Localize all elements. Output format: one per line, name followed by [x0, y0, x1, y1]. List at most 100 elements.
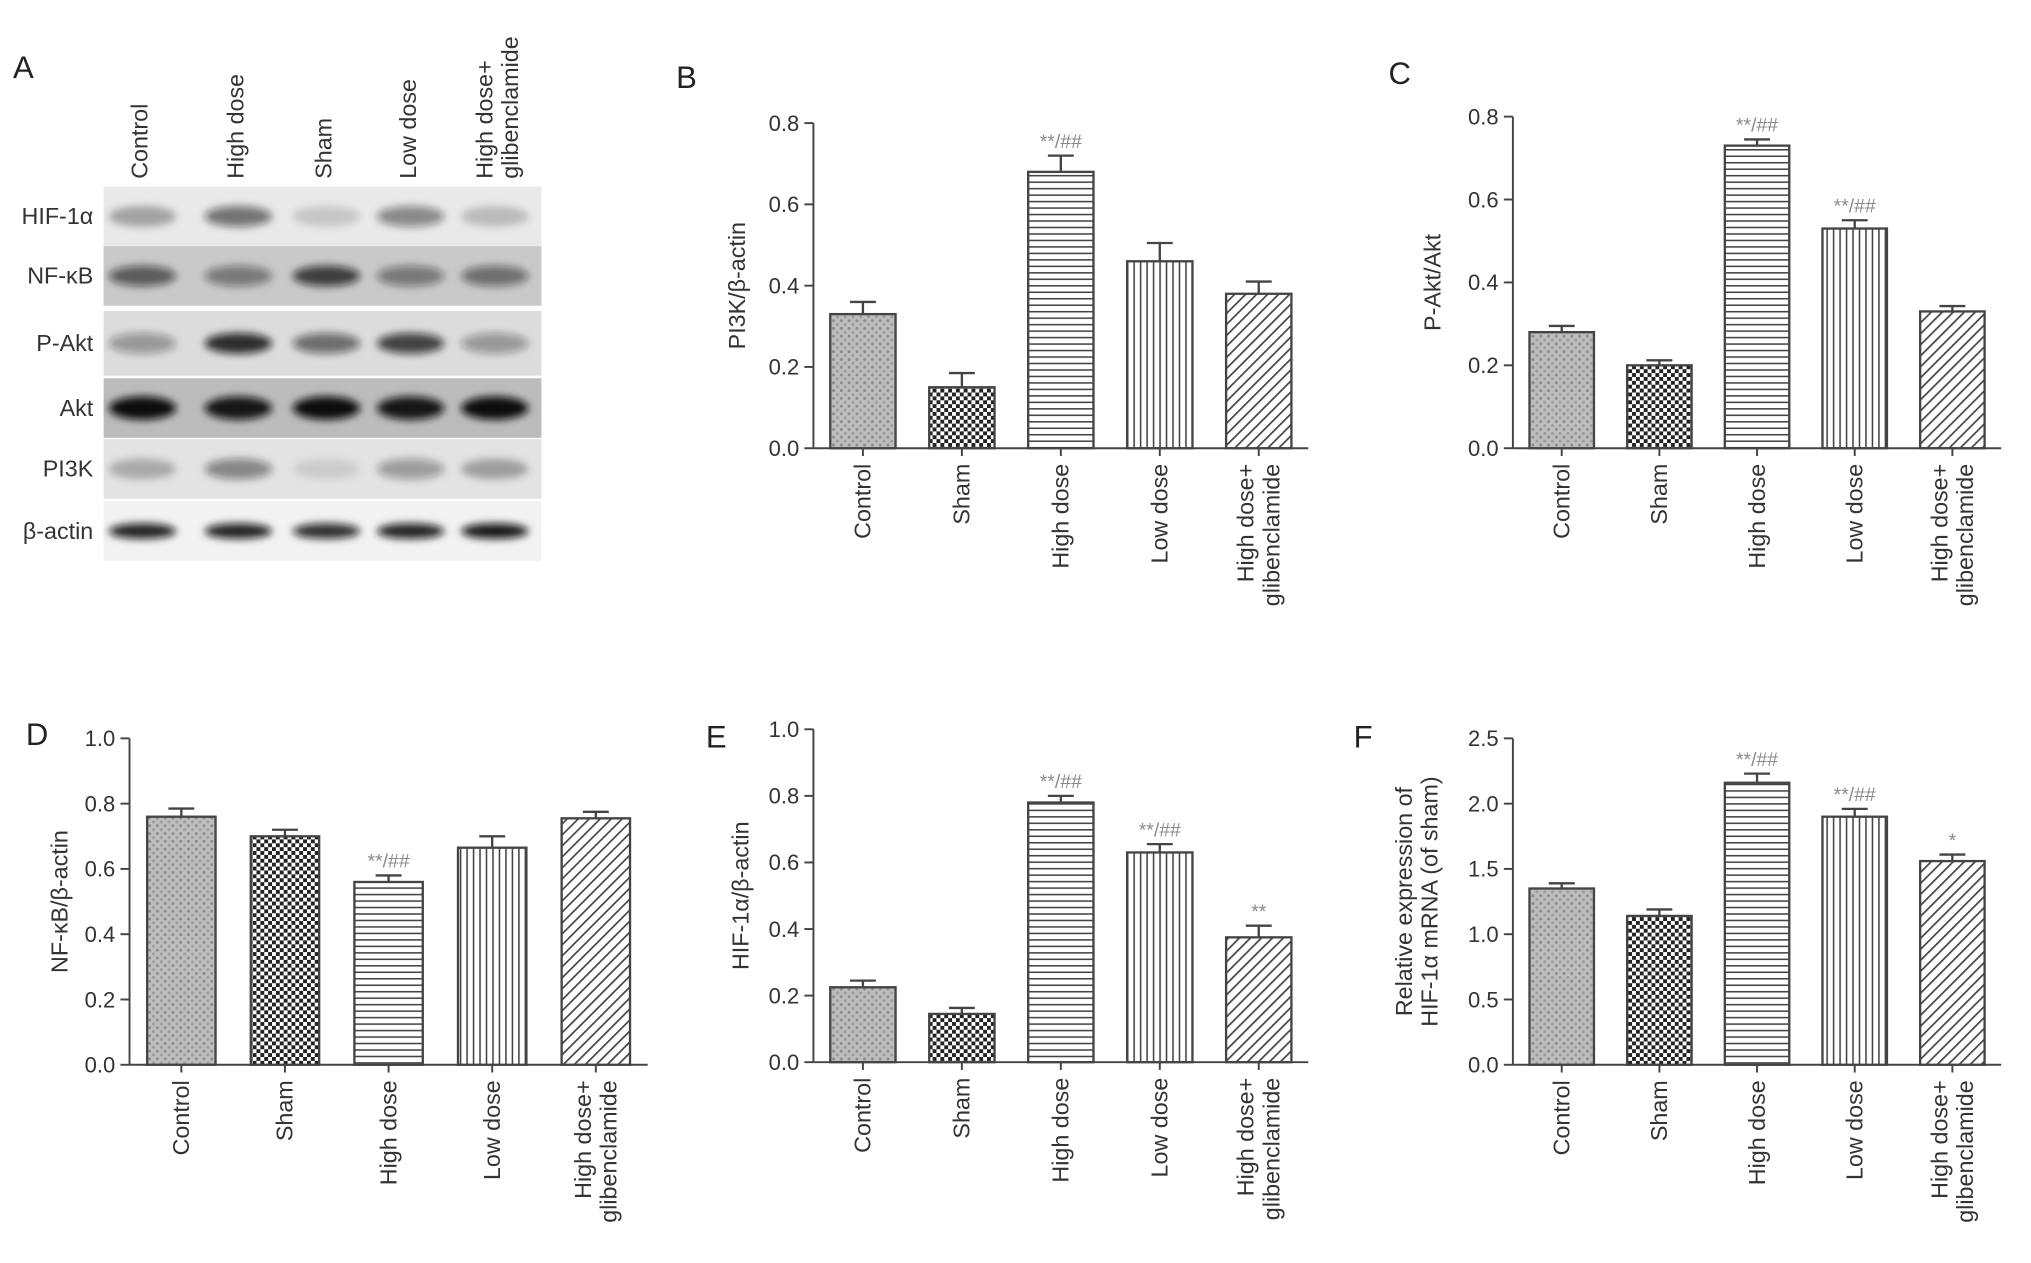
y-tick-label: 0.4	[769, 917, 800, 942]
x-tick-label: High dose	[1048, 1078, 1074, 1183]
y-axis-label: Relative expression ofHIF-1α mRNA (of sh…	[1391, 776, 1443, 1026]
bar	[1027, 801, 1095, 1064]
bar	[1918, 310, 1986, 450]
row-label: Akt	[60, 395, 94, 421]
x-tick-label: Control	[850, 1078, 876, 1153]
significance-label: **/##	[1834, 195, 1876, 217]
x-tick-label: Control	[168, 1080, 194, 1155]
blot-band	[461, 523, 529, 539]
x-tick-label: High dose+glibenclamide	[1233, 464, 1285, 606]
x-tick-label: High dose	[1744, 464, 1770, 569]
x-tick-label: High dose+glibenclamide	[1926, 1080, 1978, 1222]
chart-panel: C P-Akt/Akt 0.0 0.2 0.4 0.6 0.8 Control Sham **/#…	[1389, 56, 2002, 606]
panel-letter: B	[676, 60, 697, 95]
bar	[1821, 815, 1889, 1066]
x-tick-label: Sham	[949, 464, 975, 525]
y-tick-label: 0.2	[85, 987, 116, 1012]
blot-band	[108, 458, 177, 480]
y-tick-label: 2.5	[1468, 726, 1499, 751]
y-tick-label: 0.0	[1468, 436, 1499, 461]
y-tick-label: 1.0	[769, 717, 800, 742]
blot-band	[292, 458, 361, 480]
lane-label: High dose	[223, 74, 249, 179]
y-tick-label: 0.8	[769, 784, 800, 809]
panel-letter: E	[706, 719, 727, 754]
y-tick-label: 0.6	[85, 857, 116, 882]
y-tick-label: 0.4	[769, 273, 800, 298]
y-tick-label: 1.0	[85, 726, 116, 751]
x-tick-label: Sham	[1646, 1080, 1672, 1141]
row-label: P-Akt	[36, 330, 93, 356]
x-tick-label: Sham	[1646, 464, 1672, 525]
blot-band	[292, 396, 361, 420]
significance-label: **/##	[368, 851, 410, 873]
blot-band	[204, 523, 273, 539]
x-tick-label: High dose	[375, 1080, 401, 1185]
x-tick-label: Sham	[949, 1078, 975, 1139]
chart-panel: B PI3K/β-actin 0.0 0.2 0.4 0.6 0.8 Control Sham *…	[676, 60, 1309, 606]
blot-band	[292, 206, 361, 227]
bar	[928, 386, 996, 450]
blot-band	[376, 332, 445, 354]
x-tick-label: Low dose	[1147, 464, 1173, 564]
y-tick-label: 0.6	[769, 850, 800, 875]
row-label: PI3K	[43, 456, 94, 482]
bar	[928, 1012, 996, 1064]
significance-label: **/##	[1040, 771, 1082, 793]
y-axis-label: NF-κB/β-actin	[46, 830, 72, 973]
bar	[456, 846, 528, 1066]
blot-band	[204, 265, 273, 287]
blot-band	[204, 332, 273, 354]
blot-band	[204, 458, 273, 480]
y-tick-label: 0.5	[1468, 987, 1499, 1012]
bar	[145, 815, 217, 1066]
x-tick-label: Low dose	[1841, 1080, 1867, 1180]
y-axis-label: HIF-1α/β-actin	[728, 821, 754, 970]
x-tick-label: High dose	[1048, 464, 1074, 569]
blot-band	[292, 265, 361, 287]
y-tick-label: 0.2	[769, 983, 800, 1008]
x-tick-label: High dose+glibenclamide	[1233, 1078, 1285, 1220]
x-tick-label: Sham	[272, 1080, 298, 1141]
bar	[829, 312, 897, 450]
bar	[1224, 292, 1293, 450]
significance-label: **/##	[1139, 819, 1181, 841]
y-axis-label: P-Akt/Akt	[1419, 233, 1445, 331]
charts: B PI3K/β-actin 0.0 0.2 0.4 0.6 0.8 Control Sham *…	[26, 56, 2002, 1223]
chart-panel: F Relative expression ofHIF-1α mRNA (of s…	[1354, 719, 2002, 1223]
blot-band	[204, 396, 273, 420]
panel-letter: C	[1389, 56, 1411, 91]
y-tick-label: 0.8	[1468, 104, 1499, 129]
blot-band	[461, 206, 529, 227]
blot-band	[108, 523, 177, 539]
y-axis-label: PI3K/β-actin	[724, 222, 750, 349]
blot-band	[108, 332, 177, 354]
y-tick-label: 1.0	[1468, 922, 1499, 947]
blot-band	[376, 523, 445, 539]
bar	[1625, 364, 1693, 450]
x-tick-label: High dose+glibenclamide	[570, 1080, 622, 1222]
significance-label: **	[1251, 901, 1267, 923]
row-label: β-actin	[23, 518, 93, 544]
chart-panel: D NF-κB/β-actin 0.0 0.2 0.4 0.6 0.8 1.0 Control S…	[26, 717, 648, 1223]
bar	[1723, 781, 1791, 1066]
bar	[1125, 851, 1194, 1064]
lane-label: High dose+glibenclamide	[471, 36, 523, 178]
x-tick-label: Control	[850, 464, 876, 539]
y-tick-label: 1.5	[1468, 857, 1499, 882]
blot-band	[461, 265, 529, 287]
y-tick-label: 0.6	[769, 192, 800, 217]
panel-letter: F	[1354, 719, 1373, 754]
y-tick-label: 0.8	[769, 111, 800, 136]
x-tick-label: Control	[1548, 1080, 1574, 1155]
bar	[829, 986, 897, 1064]
significance-label: **/##	[1736, 749, 1778, 771]
blot-band	[108, 206, 177, 227]
lane-label: Control	[127, 104, 153, 179]
x-tick-label: High dose	[1744, 1080, 1770, 1185]
lane-label: Low dose	[395, 79, 421, 179]
x-tick-label: Low dose	[1841, 464, 1867, 564]
blot-band	[292, 332, 361, 354]
